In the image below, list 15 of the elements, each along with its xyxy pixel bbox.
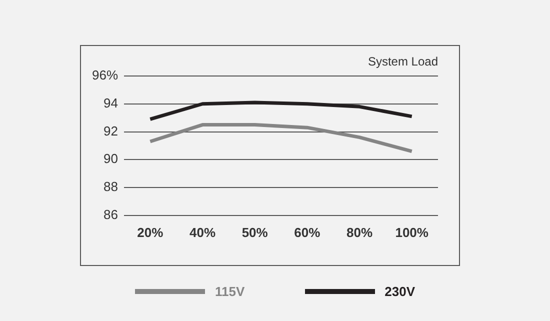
- x-tick-label: 100%: [395, 224, 429, 240]
- x-tick-label: 20%: [137, 224, 164, 240]
- x-axis-title: System Load: [368, 54, 438, 68]
- text: 230V: [384, 284, 416, 299]
- x-tick-label: 50%: [242, 224, 268, 240]
- x-tick-label: 40%: [190, 224, 216, 240]
- text: 115V: [214, 284, 245, 299]
- y-tick-label: 96%: [92, 68, 118, 83]
- y-tick-label: 88: [104, 179, 118, 194]
- x-tick-label: 80%: [346, 224, 373, 240]
- y-tick-label: 94: [104, 95, 118, 110]
- y-tick-label: 86: [104, 206, 118, 222]
- x-tick-label: 60%: [294, 224, 321, 240]
- y-tick-label: 92: [104, 123, 118, 138]
- y-tick-label: 90: [104, 151, 118, 166]
